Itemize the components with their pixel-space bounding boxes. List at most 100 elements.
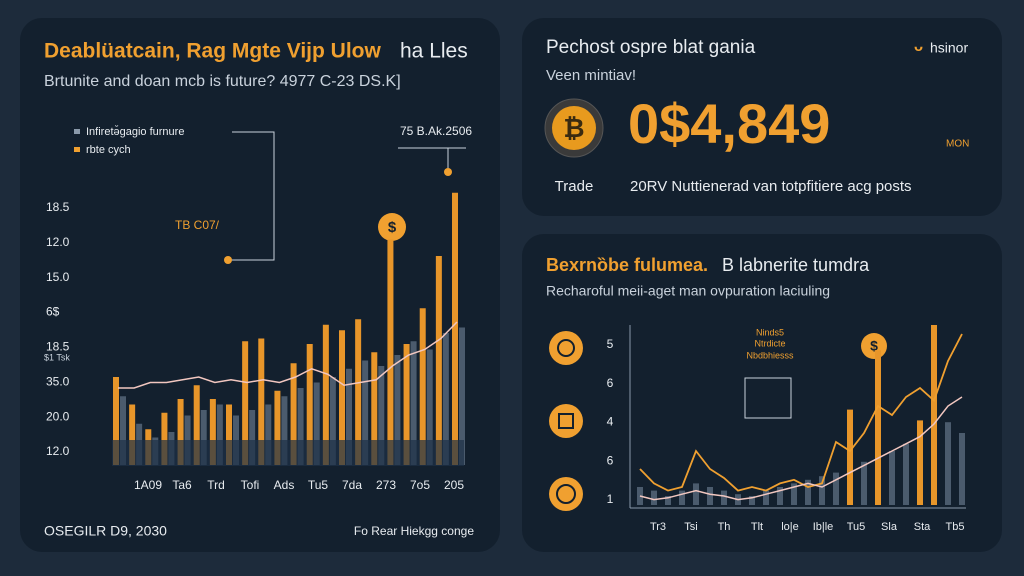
- bar: [274, 390, 281, 465]
- bar: [161, 412, 168, 465]
- bar: [903, 443, 909, 505]
- subtitle: Veen mintiav!: [546, 67, 636, 84]
- bar: [306, 344, 313, 465]
- bar: [763, 490, 769, 505]
- callout-dot: [444, 168, 452, 176]
- x-tick-label: Tsi: [684, 521, 697, 533]
- callout-line: [228, 131, 275, 261]
- y-tick-label: 35.0: [46, 374, 70, 388]
- x-tick-label: Tb5: [946, 521, 965, 533]
- bar: [707, 487, 713, 505]
- footer: OSEGILR D9, 2030: [44, 523, 167, 539]
- title: B labnerite tumdra: [722, 255, 870, 275]
- x-tick-label: Tlt: [751, 521, 763, 533]
- x-tick-label: 7da: [342, 478, 362, 492]
- bar: [435, 256, 442, 465]
- legend-entry: rbte cych: [86, 144, 131, 156]
- left-panel: [20, 18, 500, 552]
- title: Deablüatcain, Rag Mgte Vijp Ulow: [44, 40, 381, 63]
- bar: [931, 325, 937, 505]
- bar: [242, 341, 249, 465]
- note: Ninds5: [756, 327, 784, 337]
- x-tick-label: Th: [718, 521, 731, 533]
- bar: [313, 382, 320, 465]
- x-tick-label: Ta6: [172, 478, 192, 492]
- bar: [917, 420, 923, 505]
- bar: [290, 363, 297, 465]
- bar: [177, 399, 184, 465]
- bar: [129, 404, 136, 465]
- bar: [371, 352, 378, 465]
- bar: [265, 404, 272, 465]
- bar: [791, 483, 797, 505]
- bar: [833, 472, 839, 505]
- bar: [394, 355, 401, 465]
- bar: [113, 377, 119, 465]
- bar: [258, 338, 265, 465]
- baseline-band: [112, 440, 464, 466]
- bar: [847, 409, 853, 505]
- bar: [339, 330, 345, 465]
- bar: [346, 368, 352, 465]
- bar: [426, 349, 433, 465]
- bar: [329, 377, 336, 465]
- bar: [249, 410, 256, 465]
- coin-icon: [378, 213, 406, 241]
- bar: [209, 399, 216, 465]
- bar: [281, 396, 288, 465]
- x-tick-label: 1A09: [134, 478, 162, 492]
- bar: [861, 461, 867, 505]
- bar: [459, 327, 465, 465]
- callout: 75 B.Ak.2506: [400, 124, 472, 138]
- brand: hsinor: [930, 40, 968, 56]
- y-tick-label: 15.0: [46, 270, 70, 284]
- x-tick-label: 7o5: [410, 478, 430, 492]
- bar: [889, 451, 895, 505]
- bar: [721, 490, 727, 505]
- legend-entry: Infiretə̆gagio furnure: [86, 125, 184, 138]
- icon: [558, 413, 574, 429]
- x-tick-label: Trd: [207, 478, 225, 492]
- footer: Fo Rear Hiekgg conge: [354, 524, 474, 538]
- subtitle: Recharoful meii-aget man ovpuration laci…: [546, 283, 830, 299]
- bar: [749, 496, 755, 505]
- brand-icon: ᵕ: [914, 36, 923, 61]
- y-tick-label: 6: [607, 376, 614, 390]
- subtitle: Brtunite and doan mcb is future? 4977 C-…: [44, 73, 401, 90]
- x-tick-label: Tu5: [847, 521, 866, 533]
- y-tick-label: 1: [607, 492, 614, 506]
- y-tick-label: 20.0: [46, 409, 70, 423]
- bar: [387, 239, 394, 465]
- note: Nbdbhiesss: [746, 350, 794, 360]
- callout: TB C07/: [175, 218, 220, 232]
- x-tick-label: Sta: [914, 521, 931, 533]
- callout-dot: [224, 256, 232, 264]
- y-tick-label: 5: [607, 337, 614, 351]
- icon: [549, 477, 583, 511]
- bar: [362, 360, 369, 465]
- price-panel: [522, 18, 1002, 216]
- bar: [193, 385, 200, 465]
- bar: [200, 410, 207, 465]
- unit: MON: [946, 139, 969, 150]
- legend-swatch: [74, 147, 80, 152]
- y-tick-label: 12.0: [46, 235, 70, 249]
- bar: [442, 333, 449, 465]
- x-tick-label: lo|e: [781, 521, 799, 533]
- x-tick-label: Sla: [881, 521, 898, 533]
- price: 0$4,849: [628, 92, 830, 155]
- right-panel: [522, 234, 1002, 552]
- icon: [549, 331, 583, 365]
- x-tick-label: 205: [444, 478, 464, 492]
- y-tick-label: 6: [607, 453, 614, 467]
- note-box: [744, 377, 792, 419]
- bar: [322, 324, 329, 465]
- bar: [875, 350, 881, 505]
- icon: [549, 404, 583, 438]
- bar: [945, 422, 951, 505]
- coin-caption: Trade: [555, 178, 594, 195]
- legend-swatch: [74, 129, 80, 134]
- x-tick-label: Tofi: [241, 478, 260, 492]
- y-tick-label: 6$: [46, 305, 60, 319]
- x-tick-label: Tu5: [308, 478, 329, 492]
